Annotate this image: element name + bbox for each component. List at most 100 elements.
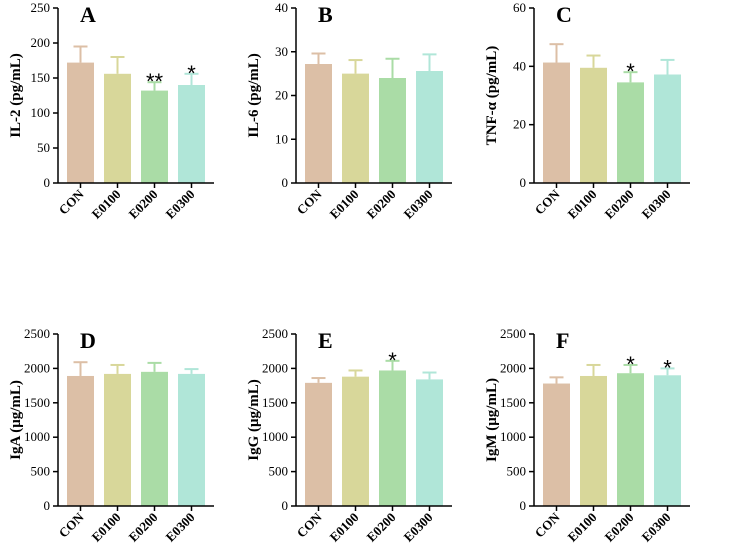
panel-a: A IL-2 (pg/mL) CON E0100 ** E0200 * E0300 0 50 100…: [8, 0, 214, 222]
significance-mark: *: [626, 352, 635, 377]
bar: [67, 375, 94, 506]
category-label: E0200: [125, 510, 160, 545]
panel-letter: E: [318, 328, 333, 353]
category-label: E0100: [88, 510, 123, 545]
bar: [416, 379, 443, 506]
bar: [580, 67, 607, 183]
y-tick-label: 0: [282, 175, 289, 190]
y-tick-label: 30: [275, 44, 288, 59]
category-label: CON: [294, 186, 325, 217]
y-tick-label: 1500: [500, 395, 526, 410]
y-tick-label: 0: [520, 175, 527, 190]
y-axis-label: IL-2 (pg/mL): [8, 53, 24, 138]
bar: [305, 382, 332, 506]
bar: [543, 383, 570, 506]
y-tick-label: 0: [282, 498, 289, 513]
y-tick-label: 150: [31, 70, 51, 85]
significance-mark: *: [663, 355, 672, 380]
bar: [178, 373, 205, 506]
category-label: E0300: [162, 187, 197, 222]
y-tick-label: 500: [31, 464, 51, 479]
panel-f: F IgM (μg/mL) CON E0100 * E0200 * E0300 0 500 1000…: [484, 326, 690, 545]
category-label: E0300: [638, 510, 673, 545]
y-tick-label: 1000: [500, 429, 526, 444]
y-tick-label: 60: [513, 0, 526, 15]
bar: [617, 82, 644, 183]
category-label: E0100: [564, 510, 599, 545]
panel-letter: B: [318, 2, 333, 27]
bar: [617, 373, 644, 506]
y-tick-label: 40: [513, 58, 526, 73]
bar: [416, 71, 443, 183]
category-label: E0300: [400, 510, 435, 545]
y-tick-label: 200: [31, 35, 51, 50]
y-tick-label: 40: [275, 0, 288, 15]
y-tick-label: 2000: [500, 360, 526, 375]
y-tick-label: 2500: [500, 326, 526, 341]
bar: [141, 90, 168, 183]
y-tick-label: 250: [31, 0, 51, 15]
y-axis-label: IL-6 (pg/mL): [246, 53, 262, 138]
y-tick-label: 20: [513, 117, 526, 132]
y-tick-label: 1000: [262, 429, 288, 444]
panel-c: C TNF-α (pg/mL) CON E0100 * E0200 E0300 0 20 40 60: [484, 0, 690, 222]
category-label: CON: [532, 186, 563, 217]
y-tick-label: 1000: [24, 429, 50, 444]
bar: [654, 74, 681, 183]
y-tick-label: 100: [31, 105, 51, 120]
bar: [67, 62, 94, 183]
category-label: E0300: [400, 187, 435, 222]
y-axis-label: IgG (μg/mL): [246, 379, 262, 460]
category-label: E0100: [88, 187, 123, 222]
y-tick-label: 1500: [262, 395, 288, 410]
category-label: E0200: [601, 187, 636, 222]
y-tick-label: 500: [507, 464, 527, 479]
bar: [654, 375, 681, 506]
panel-letter: A: [80, 2, 96, 27]
bar: [178, 85, 205, 183]
y-axis-label: TNF-α (pg/mL): [484, 46, 500, 146]
bar: [141, 371, 168, 506]
category-label: E0100: [326, 510, 361, 545]
panel-letter: C: [556, 2, 572, 27]
y-tick-label: 500: [269, 464, 289, 479]
panel-d: D IgA (μg/mL) CON E0100 E0200 E0300 0 500 1000 15…: [8, 326, 214, 545]
bar: [379, 370, 406, 506]
y-tick-label: 2000: [24, 360, 50, 375]
bar: [580, 375, 607, 506]
category-label: E0300: [162, 510, 197, 545]
bar: [342, 73, 369, 183]
category-label: E0200: [125, 187, 160, 222]
category-label: E0200: [363, 510, 398, 545]
y-tick-label: 1500: [24, 395, 50, 410]
category-label: CON: [56, 509, 87, 540]
significance-mark: *: [187, 61, 196, 86]
y-tick-label: 0: [44, 175, 51, 190]
panel-letter: F: [556, 328, 569, 353]
y-tick-label: 0: [520, 498, 527, 513]
bar: [104, 73, 131, 183]
bar: [342, 376, 369, 506]
category-label: E0100: [564, 187, 599, 222]
category-label: E0100: [326, 187, 361, 222]
category-label: E0200: [601, 510, 636, 545]
y-axis-label: IgM (μg/mL): [484, 378, 500, 462]
panel-letter: D: [80, 328, 96, 353]
bar: [104, 373, 131, 506]
y-tick-label: 2500: [24, 326, 50, 341]
bar: [379, 78, 406, 183]
category-label: CON: [532, 509, 563, 540]
category-label: CON: [294, 509, 325, 540]
significance-mark: *: [388, 348, 397, 373]
bar: [305, 64, 332, 183]
significance-mark: *: [626, 59, 635, 84]
category-label: CON: [56, 186, 87, 217]
y-tick-label: 0: [44, 498, 51, 513]
significance-mark: **: [146, 69, 164, 94]
y-tick-label: 2000: [262, 360, 288, 375]
y-tick-label: 2500: [262, 326, 288, 341]
bar: [543, 62, 570, 183]
y-tick-label: 20: [275, 88, 288, 103]
y-axis-label: IgA (μg/mL): [8, 380, 24, 460]
